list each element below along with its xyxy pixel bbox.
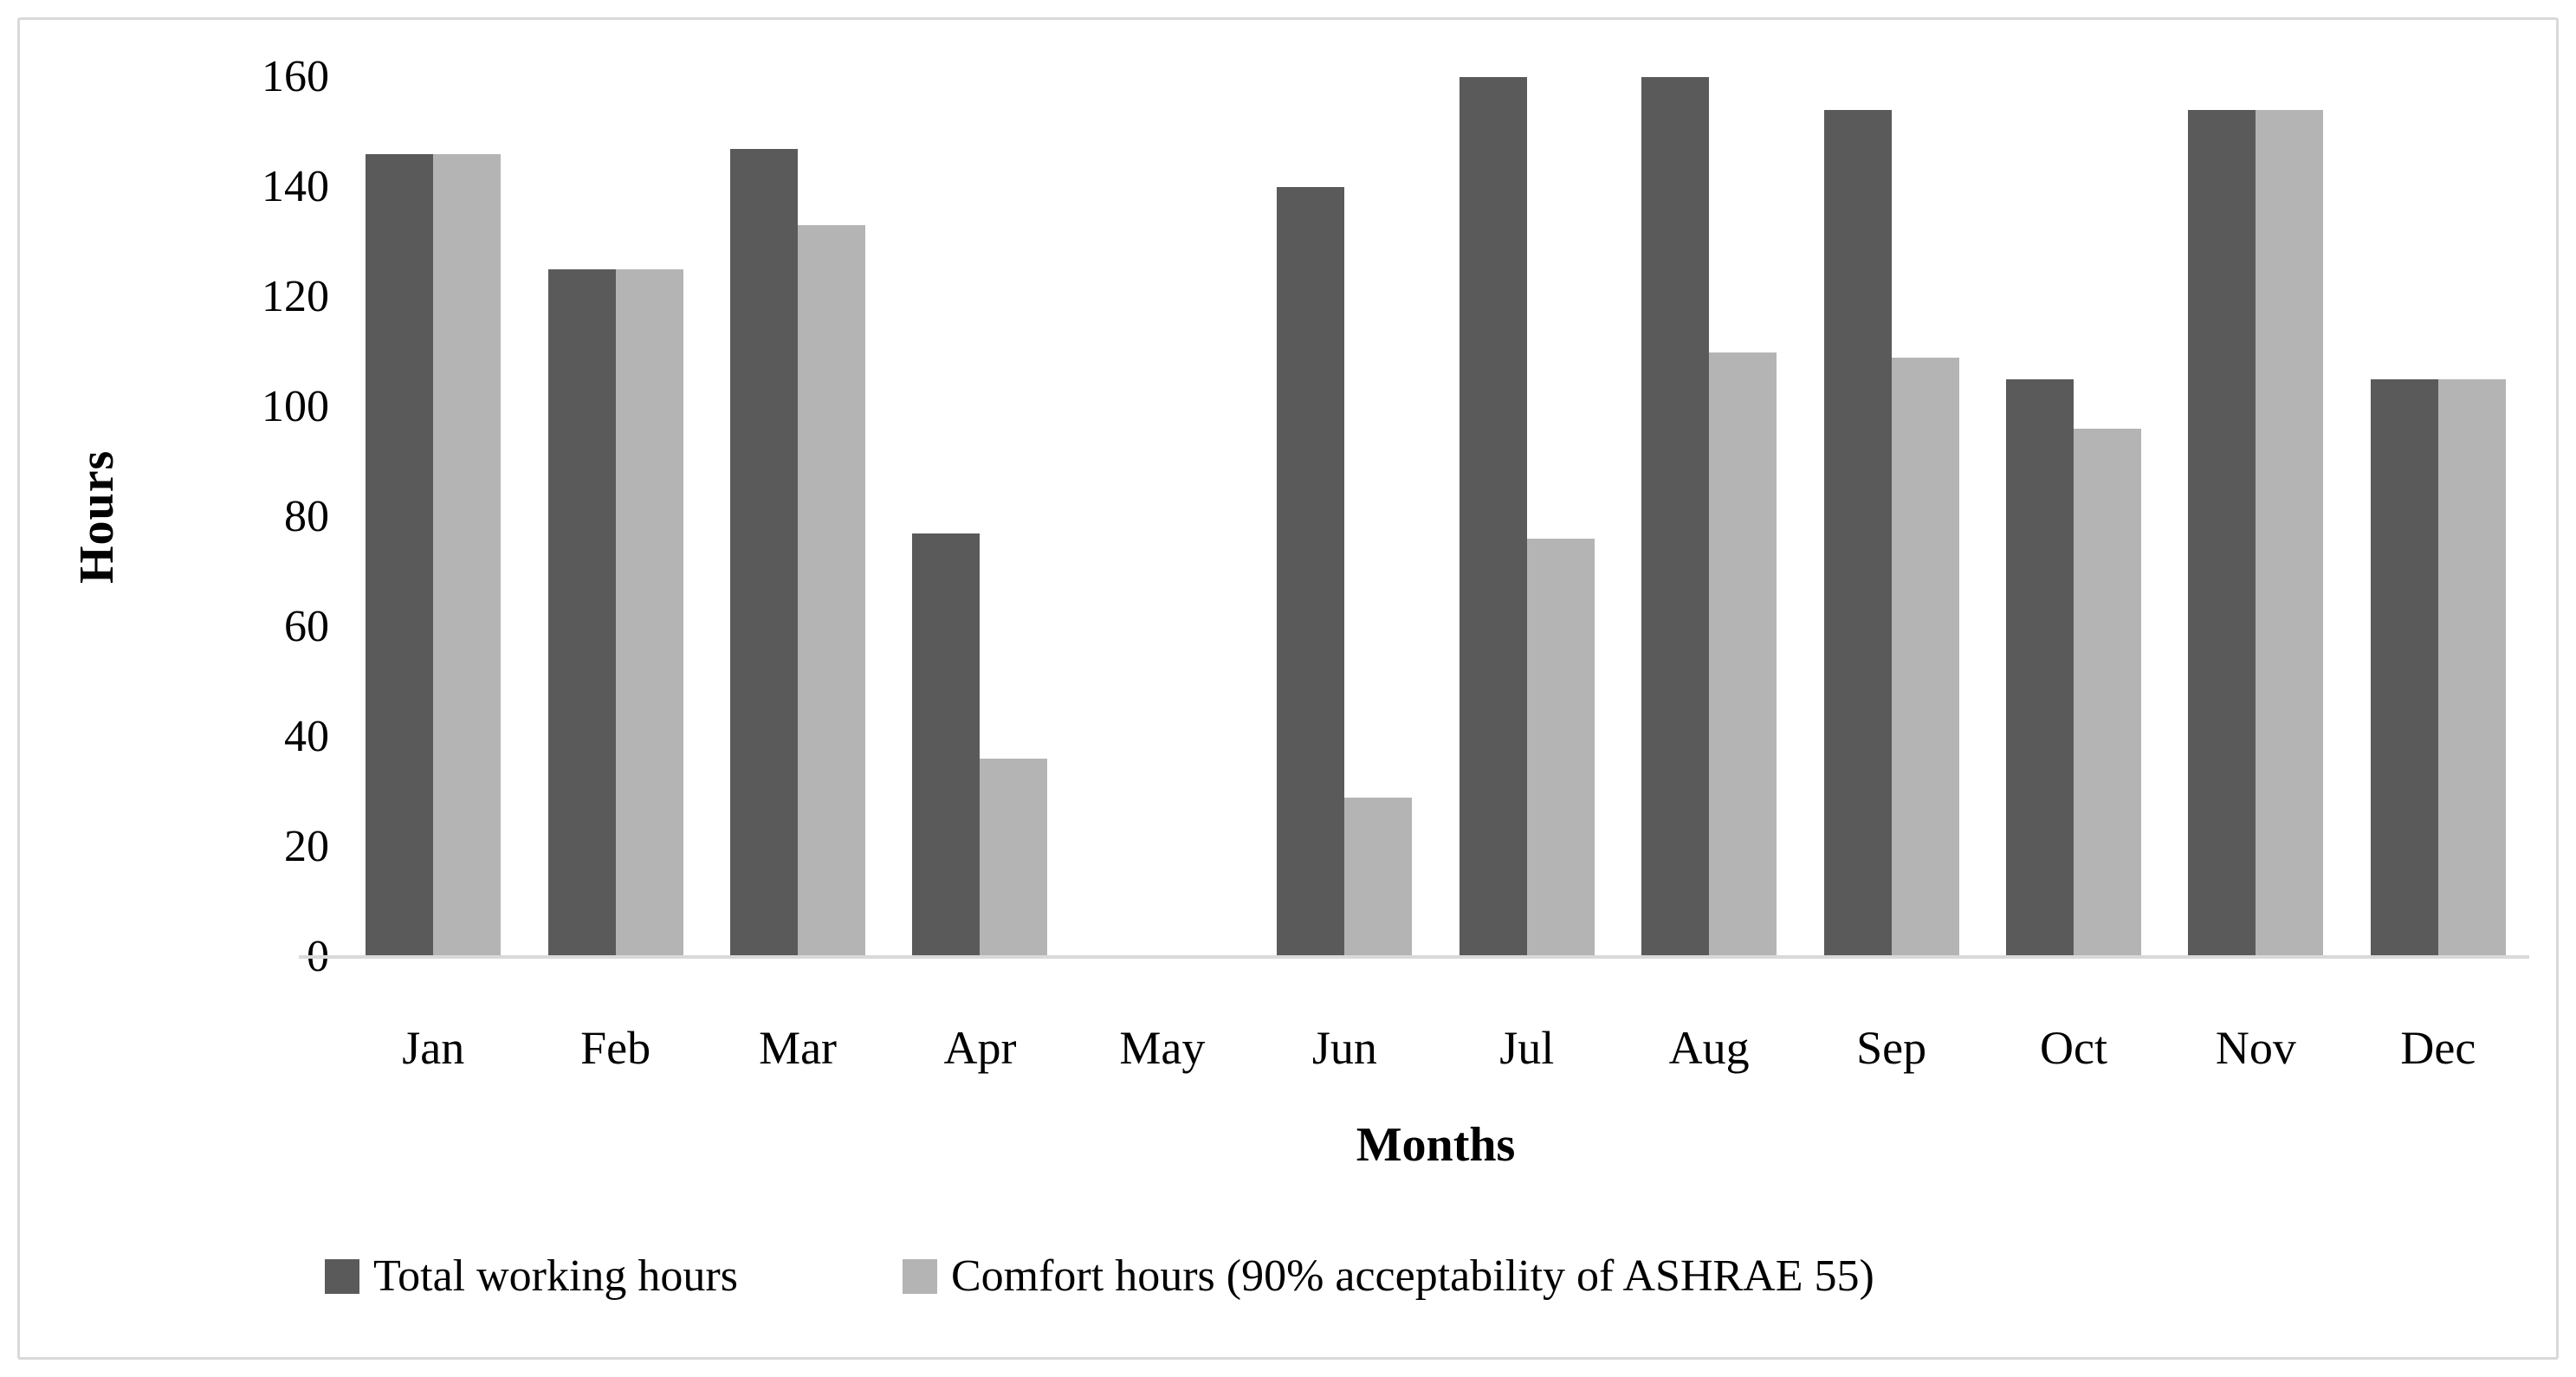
bar-comfort-hours-dec bbox=[2437, 379, 2506, 957]
plot-area bbox=[342, 77, 2529, 957]
category-apr bbox=[889, 77, 1071, 957]
y-tick-0: 0 bbox=[307, 932, 329, 981]
category-sep bbox=[1800, 77, 1982, 957]
category-jul bbox=[1436, 77, 1618, 957]
bar-total-working-hours-nov bbox=[2188, 110, 2256, 957]
bar-total-working-hours-jun bbox=[1277, 187, 1345, 957]
category-jan bbox=[342, 77, 524, 957]
y-tick-140: 140 bbox=[262, 162, 329, 211]
x-tick-may: May bbox=[1119, 1022, 1206, 1074]
bar-total-working-hours-feb bbox=[547, 269, 616, 957]
bar-total-working-hours-sep bbox=[1823, 110, 1892, 957]
legend: Total working hours Comfort hours (90% a… bbox=[325, 1240, 1874, 1313]
x-tick-nov: Nov bbox=[2215, 1022, 2296, 1074]
bar-total-working-hours-aug bbox=[1641, 77, 1710, 957]
bar-total-working-hours-mar bbox=[730, 148, 799, 957]
bar-total-working-hours-apr bbox=[912, 533, 981, 957]
category-jun bbox=[1253, 77, 1435, 957]
x-tick-apr: Apr bbox=[943, 1022, 1017, 1074]
y-tick-60: 60 bbox=[284, 602, 329, 651]
x-tick-mar: Mar bbox=[759, 1022, 838, 1074]
bar-comfort-hours-jun bbox=[1344, 797, 1413, 957]
legend-label-total-working-hours: Total working hours bbox=[373, 1251, 738, 1301]
x-tick-jul: Jul bbox=[1499, 1022, 1555, 1074]
y-tick-100: 100 bbox=[262, 382, 329, 431]
y-tick-40: 40 bbox=[284, 712, 329, 761]
legend-label-comfort-hours: Comfort hours (90% acceptability of ASHR… bbox=[950, 1251, 1874, 1301]
bar-comfort-hours-oct bbox=[2074, 429, 2141, 957]
x-tick-sep: Sep bbox=[1856, 1022, 1927, 1074]
y-tick-120: 120 bbox=[262, 272, 329, 321]
bar-total-working-hours-oct bbox=[2006, 379, 2074, 957]
category-aug bbox=[1618, 77, 1800, 957]
y-axis-tick-labels: 0 20 40 60 80 100 120 140 160 bbox=[121, 52, 329, 981]
category-feb bbox=[524, 77, 706, 957]
bar-comfort-hours-nov bbox=[2256, 110, 2324, 957]
category-oct bbox=[1983, 77, 2165, 957]
x-tick-feb: Feb bbox=[580, 1022, 651, 1074]
category-mar bbox=[707, 77, 889, 957]
legend-swatch-total-working-hours bbox=[325, 1259, 359, 1294]
category-nov bbox=[2165, 77, 2346, 957]
x-tick-dec: Dec bbox=[2400, 1022, 2476, 1074]
bar-comfort-hours-aug bbox=[1709, 352, 1777, 957]
x-axis-title: Months bbox=[1356, 1118, 1516, 1172]
x-tick-aug: Aug bbox=[1668, 1022, 1750, 1074]
bar-comfort-hours-feb bbox=[615, 269, 683, 957]
x-tick-jun: Jun bbox=[1311, 1022, 1377, 1074]
category-dec bbox=[2347, 77, 2529, 957]
x-axis-line bbox=[299, 955, 2529, 959]
bar-total-working-hours-jul bbox=[1459, 77, 1527, 957]
bar-comfort-hours-apr bbox=[980, 759, 1048, 957]
legend-swatch-comfort-hours bbox=[902, 1259, 937, 1294]
category-may bbox=[1071, 77, 1253, 957]
x-tick-oct: Oct bbox=[2040, 1022, 2107, 1074]
bar-comfort-hours-mar bbox=[798, 225, 866, 957]
x-axis-tick-labels: Jan Feb Mar Apr May Jun Jul Aug Sep Oct Nov Dec bbox=[342, 1018, 2529, 1078]
bar-comfort-hours-jul bbox=[1526, 539, 1595, 957]
y-tick-20: 20 bbox=[284, 822, 329, 871]
bar-total-working-hours-jan bbox=[366, 153, 434, 957]
bar-total-working-hours-dec bbox=[2370, 379, 2438, 957]
bar-comfort-hours-jan bbox=[433, 153, 502, 957]
bar-comfort-hours-sep bbox=[1891, 357, 1959, 957]
y-tick-80: 80 bbox=[284, 492, 329, 541]
x-tick-jan: Jan bbox=[402, 1022, 465, 1074]
y-tick-160: 160 bbox=[262, 52, 329, 101]
legend-item-comfort-hours: Comfort hours (90% acceptability of ASHR… bbox=[902, 1240, 1874, 1313]
legend-item-total-working-hours: Total working hours bbox=[325, 1240, 738, 1313]
